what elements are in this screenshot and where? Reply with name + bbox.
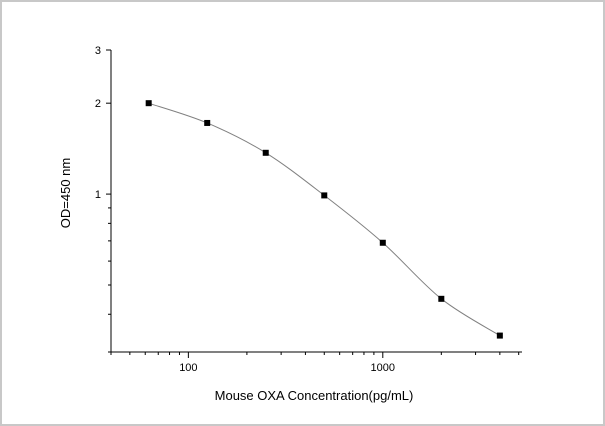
data-point	[262, 149, 269, 156]
y-axis-label: OD=450 nm	[58, 158, 73, 228]
x-tick-label: 100	[179, 362, 197, 374]
y-tick-label: 2	[95, 98, 101, 110]
y-tick-label: 1	[95, 189, 101, 201]
x-axis-label: Mouse OXA Concentration(pg/mL)	[215, 388, 414, 403]
data-point	[496, 332, 503, 339]
y-tick-label: 3	[95, 45, 101, 57]
data-point	[321, 192, 328, 199]
data-points	[145, 100, 503, 339]
fit-curve	[148, 102, 501, 337]
data-point	[145, 100, 152, 107]
series-line	[148, 102, 501, 337]
data-point	[438, 295, 445, 302]
axes: 1 2 3 100 1000	[95, 45, 522, 374]
data-point	[204, 119, 211, 126]
data-point	[379, 239, 386, 246]
x-tick-label: 1000	[371, 362, 395, 374]
